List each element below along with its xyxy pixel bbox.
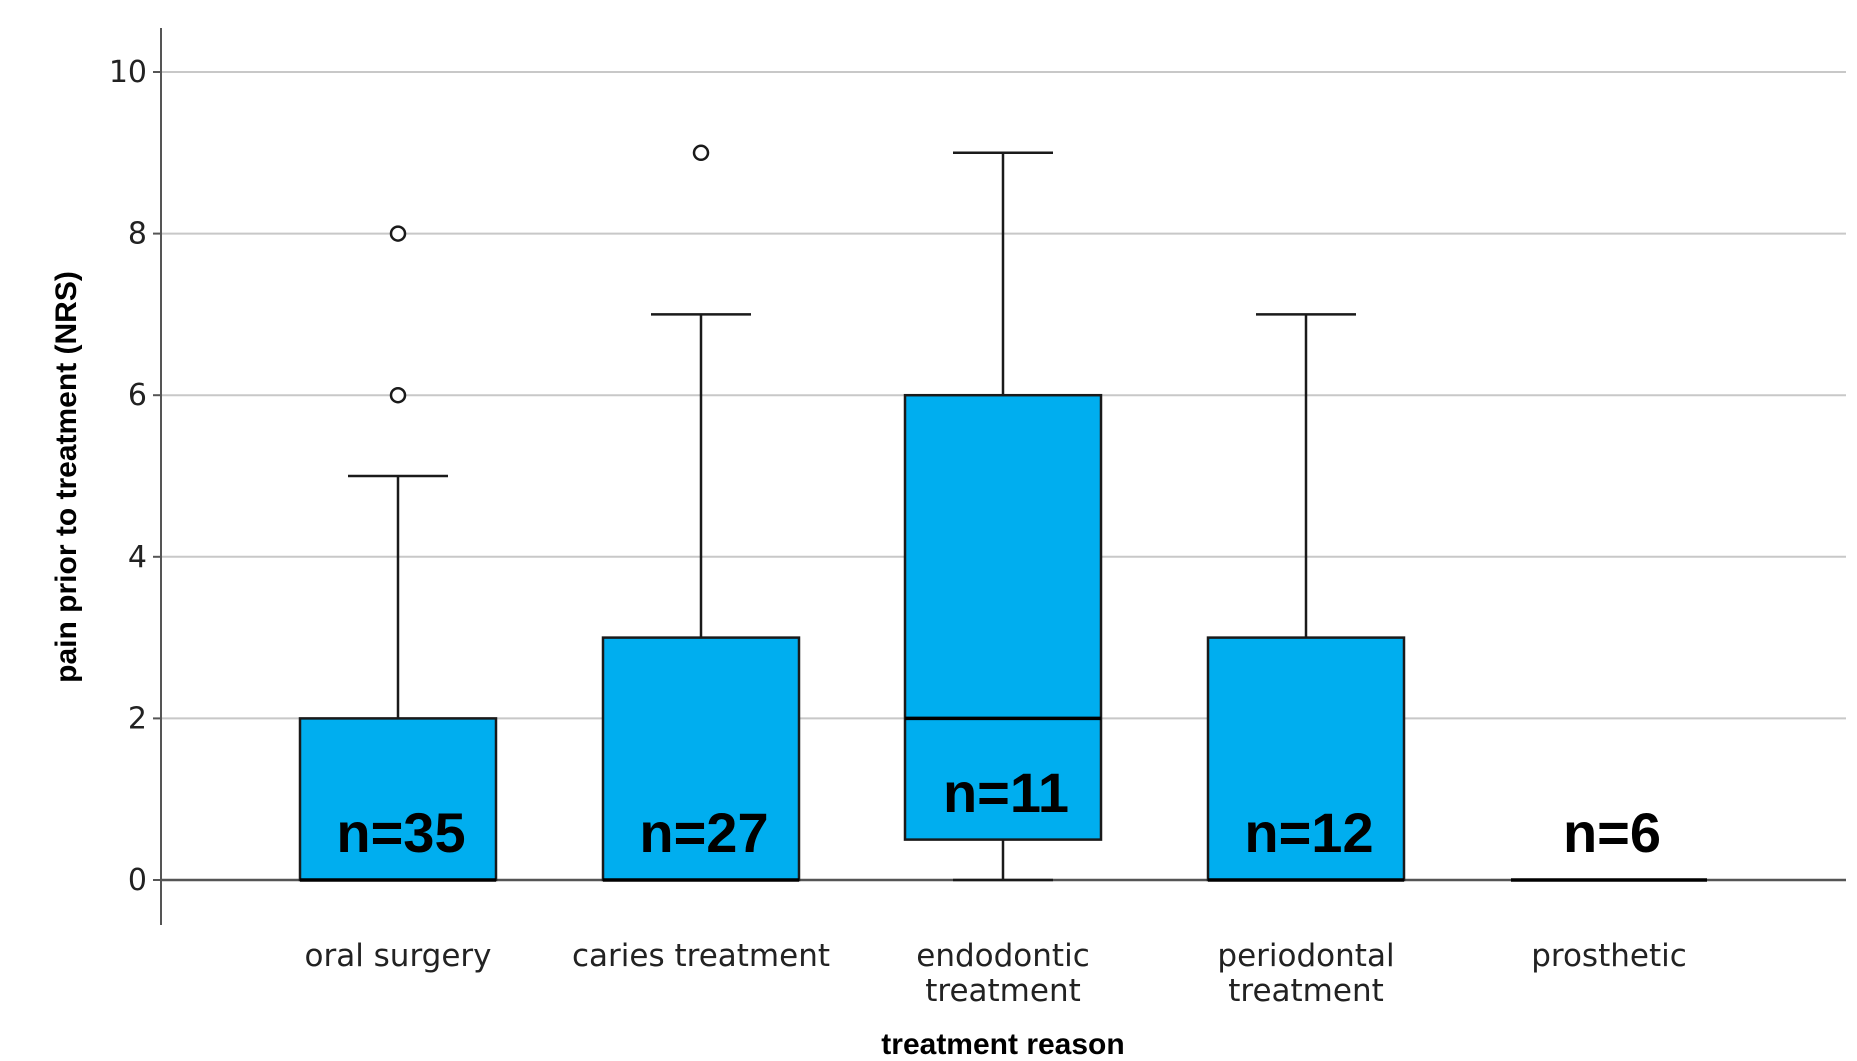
iqr-box [601, 636, 801, 882]
x-category-label-line: endodontic [916, 938, 1089, 974]
sample-size-label: n=27 [639, 801, 768, 864]
box-group [903, 151, 1103, 882]
y-tick-label: 8 [128, 217, 147, 252]
box-group [298, 225, 498, 882]
sample-size-label: n=6 [1563, 801, 1661, 864]
x-category-label-line: treatment [1228, 973, 1384, 1009]
box-group [1206, 313, 1406, 882]
x-category-label: caries treatment [572, 938, 830, 974]
y-tick-label: 6 [128, 378, 147, 413]
outlier-point [692, 144, 710, 162]
labels: n=35 oral surgery n=27 caries treatment n=11… [304, 761, 1686, 1009]
iqr-box [1206, 636, 1406, 882]
y-tick-label: 0 [128, 863, 147, 898]
sample-size-label: n=35 [336, 801, 465, 864]
x-category-label-line: caries treatment [572, 938, 830, 974]
x-category-label: oral surgery [304, 938, 491, 974]
outlier-point [389, 386, 407, 404]
x-category-label-line: treatment [925, 973, 1081, 1009]
x-category-label-line: periodontal [1217, 938, 1394, 974]
sample-size-label: n=11 [943, 761, 1069, 824]
x-category-label-line: prosthetic [1531, 938, 1687, 974]
x-category-label: periodontal treatment [1217, 938, 1394, 1009]
x-axis-title: treatment reason [881, 1028, 1124, 1061]
y-axis-title: pain prior to treatment (NRS) [50, 271, 83, 683]
iqr-box [903, 393, 1103, 841]
x-category-label: prosthetic [1531, 938, 1687, 974]
y-tick-label: 10 [109, 55, 147, 90]
outlier-point [389, 225, 407, 242]
box-group [601, 144, 801, 882]
boxes [298, 144, 1707, 882]
x-category-label: endodontic treatment [916, 938, 1089, 1009]
y-tick-label: 4 [128, 540, 147, 575]
sample-size-label: n=12 [1244, 801, 1373, 864]
x-category-label-line: oral surgery [304, 938, 491, 974]
y-tick-label: 2 [128, 701, 147, 736]
